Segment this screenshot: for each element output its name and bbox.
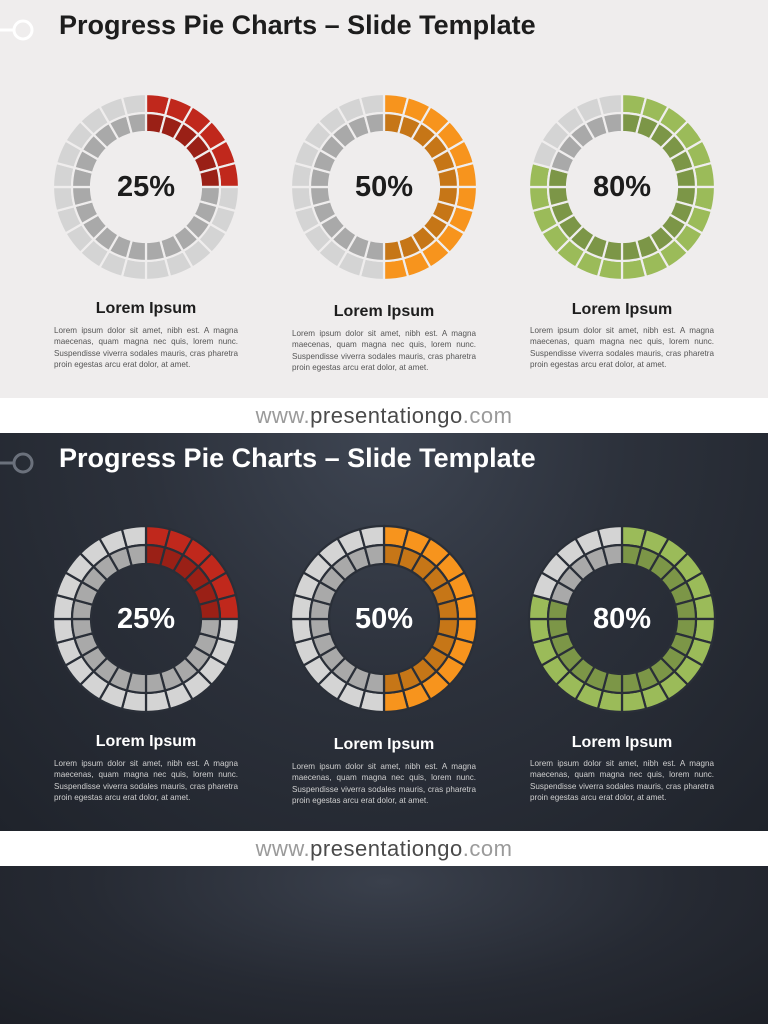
progress-segment-filled: [673, 593, 717, 621]
item-heading: Lorem Ipsum: [95, 733, 197, 750]
progress-segment-empty: [197, 617, 241, 645]
progress-chart-80: 80%: [522, 87, 722, 287]
progress-segment-empty: [120, 92, 148, 136]
progress-segment-empty: [289, 593, 333, 621]
progress-segment-empty: [596, 92, 624, 136]
progress-segment-empty: [358, 524, 386, 568]
progress-segment-empty: [158, 665, 195, 711]
segment-inner: [125, 111, 148, 136]
footer-domain: presentationgo: [310, 836, 463, 861]
progress-chart-80: 80%: [522, 519, 722, 719]
item-body: Lorem ipsum dolor sit amet, nibh est. A …: [292, 762, 476, 806]
progress-chart-50: 50%: [284, 87, 484, 287]
footer-www: www.: [255, 403, 311, 428]
key-connector-icon: [0, 452, 34, 474]
progress-segment-empty: [197, 185, 241, 213]
progress-segment-filled: [620, 670, 648, 714]
slide-dark: Progress Pie Charts – Slide Template 25%…: [0, 433, 768, 831]
progress-segment-empty: [289, 617, 333, 645]
footer-com: .com: [462, 403, 513, 428]
progress-segment-filled: [620, 92, 648, 136]
progress-segment-filled: [620, 238, 648, 282]
key-connector-icon: [0, 19, 34, 41]
item-body: Lorem ipsum dolor sit amet, nibh est. A …: [530, 326, 714, 370]
progress-segment-filled: [409, 104, 452, 150]
item-heading: Lorem Ipsum: [571, 301, 673, 318]
segment-inner: [601, 111, 624, 136]
progress-segment-empty: [54, 199, 100, 236]
progress-chart-25: 25%: [46, 87, 246, 287]
segment-inner: [601, 543, 624, 568]
footer-com: .com: [462, 836, 513, 861]
item-body: Lorem ipsum dolor sit amet, nibh est. A …: [530, 759, 714, 803]
item-heading: Lorem Ipsum: [95, 300, 197, 317]
segment-inner: [363, 111, 386, 136]
progress-segment-filled: [192, 138, 238, 175]
item-body: Lorem ipsum dolor sit amet, nibh est. A …: [292, 329, 476, 373]
item-body: Lorem ipsum dolor sit amet, nibh est. A …: [54, 326, 238, 370]
slide-title: Progress Pie Charts – Slide Template: [59, 10, 536, 40]
progress-segment-filled: [530, 631, 576, 668]
item-heading: Lorem Ipsum: [571, 734, 673, 751]
slide-light: Progress Pie Charts – Slide Template 25%…: [0, 0, 768, 398]
progress-segment-filled: [382, 524, 410, 568]
progress-chart-50: 50%: [284, 519, 484, 719]
segment-inner: [125, 543, 148, 568]
progress-segment-empty: [358, 92, 386, 136]
footer-url: www.presentationgo.com: [0, 398, 768, 433]
progress-segment-filled: [634, 665, 671, 711]
progress-segment-filled: [596, 670, 624, 714]
slide-title: Progress Pie Charts – Slide Template: [59, 443, 536, 473]
progress-segment-filled: [673, 617, 717, 645]
progress-segment-empty: [335, 95, 372, 141]
footer-url: www.presentationgo.com: [0, 831, 768, 866]
bottom-background: [0, 866, 768, 1024]
progress-segment-empty: [335, 527, 372, 573]
progress-segment-empty: [97, 527, 134, 573]
item-heading: Lorem Ipsum: [333, 303, 435, 320]
progress-segment-empty: [158, 233, 195, 279]
progress-chart-25: 25%: [46, 519, 246, 719]
segment-inner: [363, 543, 386, 568]
footer-www: www.: [255, 836, 311, 861]
progress-segment-filled: [158, 95, 195, 141]
footer-domain: presentationgo: [310, 403, 463, 428]
progress-segment-filled: [197, 593, 241, 621]
progress-segment-filled: [421, 551, 467, 594]
progress-segment-empty: [120, 524, 148, 568]
item-heading: Lorem Ipsum: [333, 736, 435, 753]
item-body: Lorem ipsum dolor sit amet, nibh est. A …: [54, 759, 238, 803]
progress-segment-filled: [530, 199, 576, 236]
progress-segment-empty: [596, 524, 624, 568]
